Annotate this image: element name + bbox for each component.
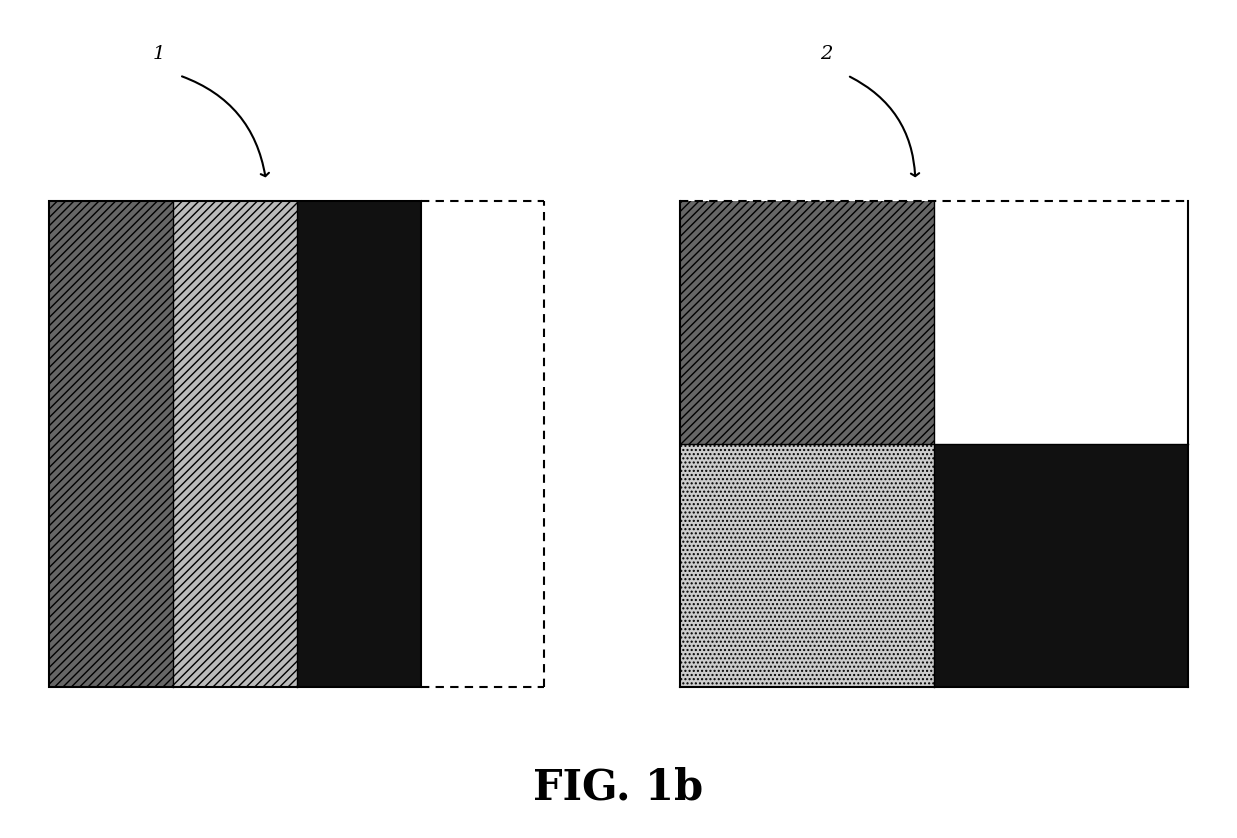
Bar (297, 201, 421, 687)
Bar (680, 201, 934, 444)
Bar (49, 201, 421, 687)
Text: FIG. 1b: FIG. 1b (533, 767, 704, 809)
Bar (680, 201, 934, 444)
Bar (934, 201, 1188, 444)
Bar (49, 201, 173, 687)
Bar (680, 444, 934, 687)
Bar (173, 201, 297, 687)
Text: 2: 2 (820, 45, 833, 64)
Bar (421, 201, 544, 687)
Bar (934, 444, 1188, 687)
Bar (173, 201, 297, 687)
Bar (49, 201, 173, 687)
Text: 1: 1 (152, 45, 165, 64)
Bar (680, 444, 934, 687)
